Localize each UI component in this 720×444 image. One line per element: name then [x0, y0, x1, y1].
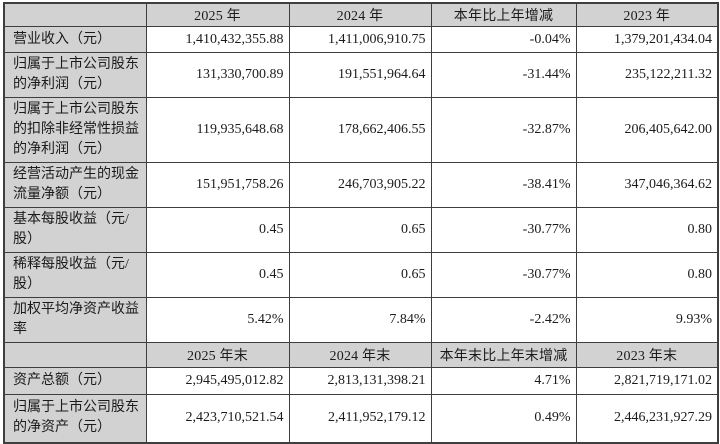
row-label: 营业收入（元）	[3, 26, 147, 53]
value-2024: 0.65	[288, 252, 432, 298]
value-2023: 2,446,231,927.29	[575, 394, 719, 443]
value-2024: 0.65	[288, 207, 432, 253]
row-label: 归属于上市公司股东的净利润（元）	[3, 52, 147, 98]
table-row-net-profit: 归属于上市公司股东的净利润（元） 131,330,700.89 191,551,…	[3, 52, 719, 98]
header-corner-cell	[3, 2, 147, 27]
value-change: -30.77%	[430, 252, 577, 298]
value-2024: 178,662,406.55	[288, 97, 432, 163]
value-2025: 2,945,495,012.82	[145, 367, 290, 395]
row-label: 稀释每股收益（元/股）	[3, 252, 147, 298]
value-2023: 0.80	[575, 252, 719, 298]
header-yoy-change: 本年比上年增减	[430, 2, 577, 27]
table-row-operating-cash-flow: 经营活动产生的现金流量净额（元） 151,951,758.26 246,703,…	[3, 162, 719, 208]
value-2023: 206,405,642.00	[575, 97, 719, 163]
table-row-net-assets: 归属于上市公司股东的净资产（元） 2,423,710,521.54 2,411,…	[3, 394, 719, 443]
value-change: 4.71%	[430, 367, 577, 395]
table-row-net-profit-excl-nonrecurring: 归属于上市公司股东的扣除非经常性损益的净利润（元） 119,935,648.68…	[3, 97, 719, 163]
value-2025: 0.45	[145, 252, 290, 298]
header-2024: 2024 年	[288, 2, 432, 27]
value-change: -0.04%	[430, 26, 577, 53]
value-change: -30.77%	[430, 207, 577, 253]
value-2024: 246,703,905.22	[288, 162, 432, 208]
financial-summary-table: 2025 年 2024 年 本年比上年增减 2023 年 营业收入（元） 1,4…	[3, 2, 719, 444]
header-yearend-change: 本年末比上年末增减	[430, 342, 577, 368]
value-2023: 347,046,364.62	[575, 162, 719, 208]
header-corner-cell	[3, 342, 147, 368]
value-2024: 191,551,964.64	[288, 52, 432, 98]
value-change: -31.44%	[430, 52, 577, 98]
table-row-diluted-eps: 稀释每股收益（元/股） 0.45 0.65 -30.77% 0.80	[3, 252, 719, 298]
row-label: 归属于上市公司股东的净资产（元）	[3, 394, 147, 443]
value-2025: 2,423,710,521.54	[145, 394, 290, 443]
value-2023: 2,821,719,171.02	[575, 367, 719, 395]
value-2025: 131,330,700.89	[145, 52, 290, 98]
table-row-weighted-avg-roe: 加权平均净资产收益率 5.42% 7.84% -2.42% 9.93%	[3, 297, 719, 343]
value-change: -2.42%	[430, 297, 577, 343]
value-2023: 9.93%	[575, 297, 719, 343]
header-2025: 2025 年	[145, 2, 290, 27]
value-2025: 0.45	[145, 207, 290, 253]
value-2025: 5.42%	[145, 297, 290, 343]
period-header-row: 2025 年 2024 年 本年比上年增减 2023 年	[3, 2, 719, 27]
header-2023-yearend: 2023 年末	[575, 342, 719, 368]
value-2024: 2,411,952,179.12	[288, 394, 432, 443]
table-row-operating-revenue: 营业收入（元） 1,410,432,355.88 1,411,006,910.7…	[3, 26, 719, 53]
value-2025: 1,410,432,355.88	[145, 26, 290, 53]
row-label: 加权平均净资产收益率	[3, 297, 147, 343]
row-label: 经营活动产生的现金流量净额（元）	[3, 162, 147, 208]
header-2025-yearend: 2025 年末	[145, 342, 290, 368]
row-label: 资产总额（元）	[3, 367, 147, 395]
value-2023: 1,379,201,434.04	[575, 26, 719, 53]
value-change: -38.41%	[430, 162, 577, 208]
value-change: 0.49%	[430, 394, 577, 443]
yearend-header-row: 2025 年末 2024 年末 本年末比上年末增减 2023 年末	[3, 342, 719, 368]
header-2024-yearend: 2024 年末	[288, 342, 432, 368]
value-2024: 7.84%	[288, 297, 432, 343]
value-2025: 119,935,648.68	[145, 97, 290, 163]
value-change: -32.87%	[430, 97, 577, 163]
row-label: 基本每股收益（元/股）	[3, 207, 147, 253]
table-row-total-assets: 资产总额（元） 2,945,495,012.82 2,813,131,398.2…	[3, 367, 719, 395]
row-label: 归属于上市公司股东的扣除非经常性损益的净利润（元）	[3, 97, 147, 163]
header-2023: 2023 年	[575, 2, 719, 27]
value-2025: 151,951,758.26	[145, 162, 290, 208]
table-row-basic-eps: 基本每股收益（元/股） 0.45 0.65 -30.77% 0.80	[3, 207, 719, 253]
value-2024: 1,411,006,910.75	[288, 26, 432, 53]
value-2024: 2,813,131,398.21	[288, 367, 432, 395]
value-2023: 0.80	[575, 207, 719, 253]
value-2023: 235,122,211.32	[575, 52, 719, 98]
